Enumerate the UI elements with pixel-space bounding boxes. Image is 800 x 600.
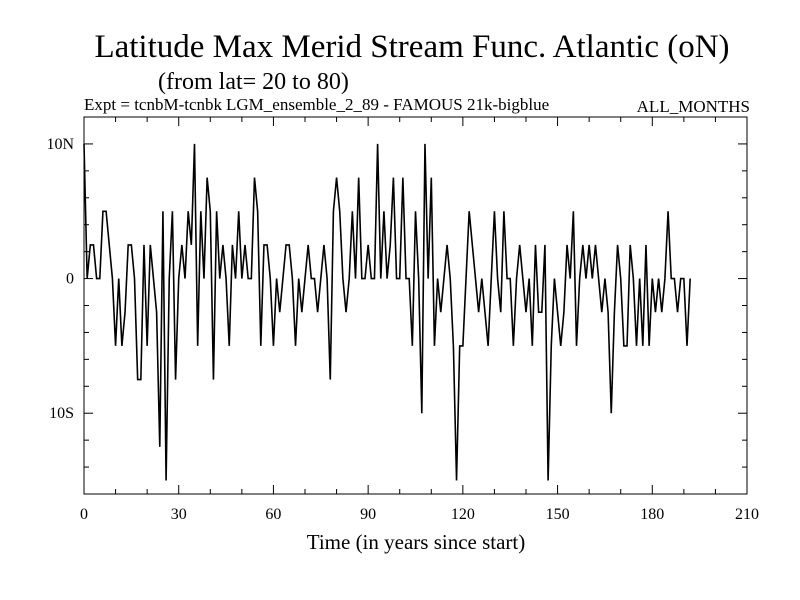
series-line bbox=[83, 143, 691, 481]
y-axis: 10N 0 10S bbox=[46, 136, 747, 468]
x-tick-label: 210 bbox=[735, 506, 759, 523]
chart-subtitle: (from lat= 20 to 80) bbox=[158, 69, 349, 95]
expt-label: Expt = tcnbM-tcnbk bbox=[84, 95, 223, 114]
x-tick-label: 30 bbox=[171, 506, 187, 523]
chart-title: Latitude Max Merid Stream Func. Atlantic… bbox=[94, 29, 729, 65]
x-tick-label: 60 bbox=[265, 506, 281, 523]
x-axis-label: Time (in years since start) bbox=[307, 530, 526, 554]
y-tick-label: 10N bbox=[46, 136, 74, 153]
run-label: LGM_ensemble_2_89 - FAMOUS 21k-bigblue bbox=[226, 95, 549, 114]
months-label: ALL_MONTHS bbox=[637, 97, 750, 116]
y-tick-label: 10S bbox=[49, 405, 74, 422]
x-tick-label: 180 bbox=[640, 506, 664, 523]
x-tick-label: 120 bbox=[451, 506, 475, 523]
x-tick-label: 90 bbox=[360, 506, 376, 523]
x-axis: 0 30 60 90 120 150 180 210 bbox=[80, 117, 759, 523]
x-tick-label: 0 bbox=[80, 506, 88, 523]
y-tick-label: 0 bbox=[66, 271, 74, 288]
x-tick-label: 150 bbox=[546, 506, 570, 523]
